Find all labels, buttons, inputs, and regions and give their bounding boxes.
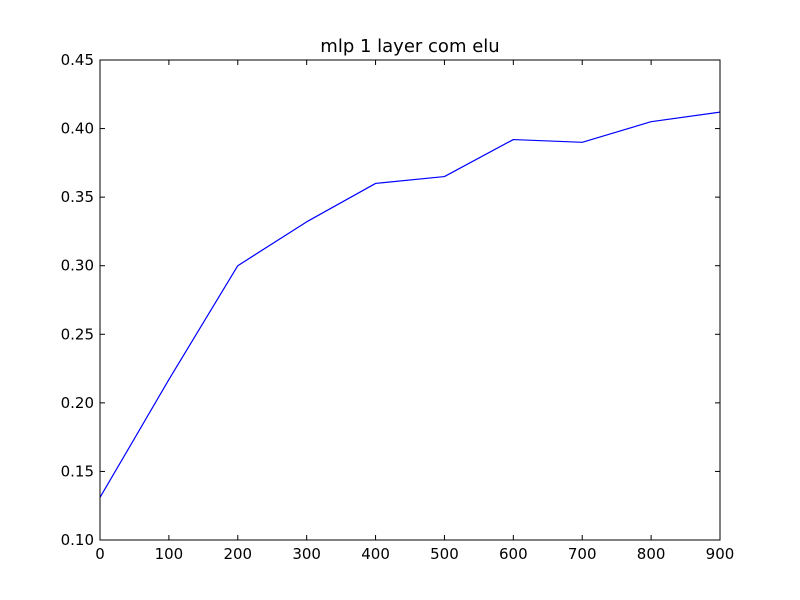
y-tick-label: 0.20 xyxy=(61,394,94,412)
series-line-0 xyxy=(99,111,721,498)
y-tick-label: 0.15 xyxy=(61,462,94,480)
x-tick-label: 400 xyxy=(361,545,390,563)
chart-title: mlp 1 layer com elu xyxy=(320,36,499,57)
x-tick-label: 100 xyxy=(155,545,184,563)
y-tick-label: 0.30 xyxy=(61,257,94,275)
y-tick-label: 0.10 xyxy=(61,531,94,549)
x-tick-label: 500 xyxy=(430,545,459,563)
y-axis-ticks: 0.10 0.15 0.20 0.25 0.30 0.35 0.40 0.45 xyxy=(61,51,720,549)
x-tick-label: 700 xyxy=(568,545,597,563)
x-tick-label: 200 xyxy=(223,545,252,563)
plot-area-frame xyxy=(99,59,721,541)
x-tick-label: 600 xyxy=(499,545,528,563)
y-tick-label: 0.25 xyxy=(61,325,94,343)
y-tick-label: 0.35 xyxy=(61,188,94,206)
y-tick-label: 0.45 xyxy=(61,51,94,69)
series-layer xyxy=(99,111,721,498)
y-tick-label: 0.40 xyxy=(61,120,94,138)
x-tick-label: 0 xyxy=(95,545,105,563)
x-tick-label: 900 xyxy=(706,545,735,563)
x-axis-ticks: 0 100 200 300 400 500 600 700 800 900 xyxy=(95,60,734,563)
x-tick-label: 300 xyxy=(292,545,321,563)
x-tick-label: 800 xyxy=(637,545,666,563)
